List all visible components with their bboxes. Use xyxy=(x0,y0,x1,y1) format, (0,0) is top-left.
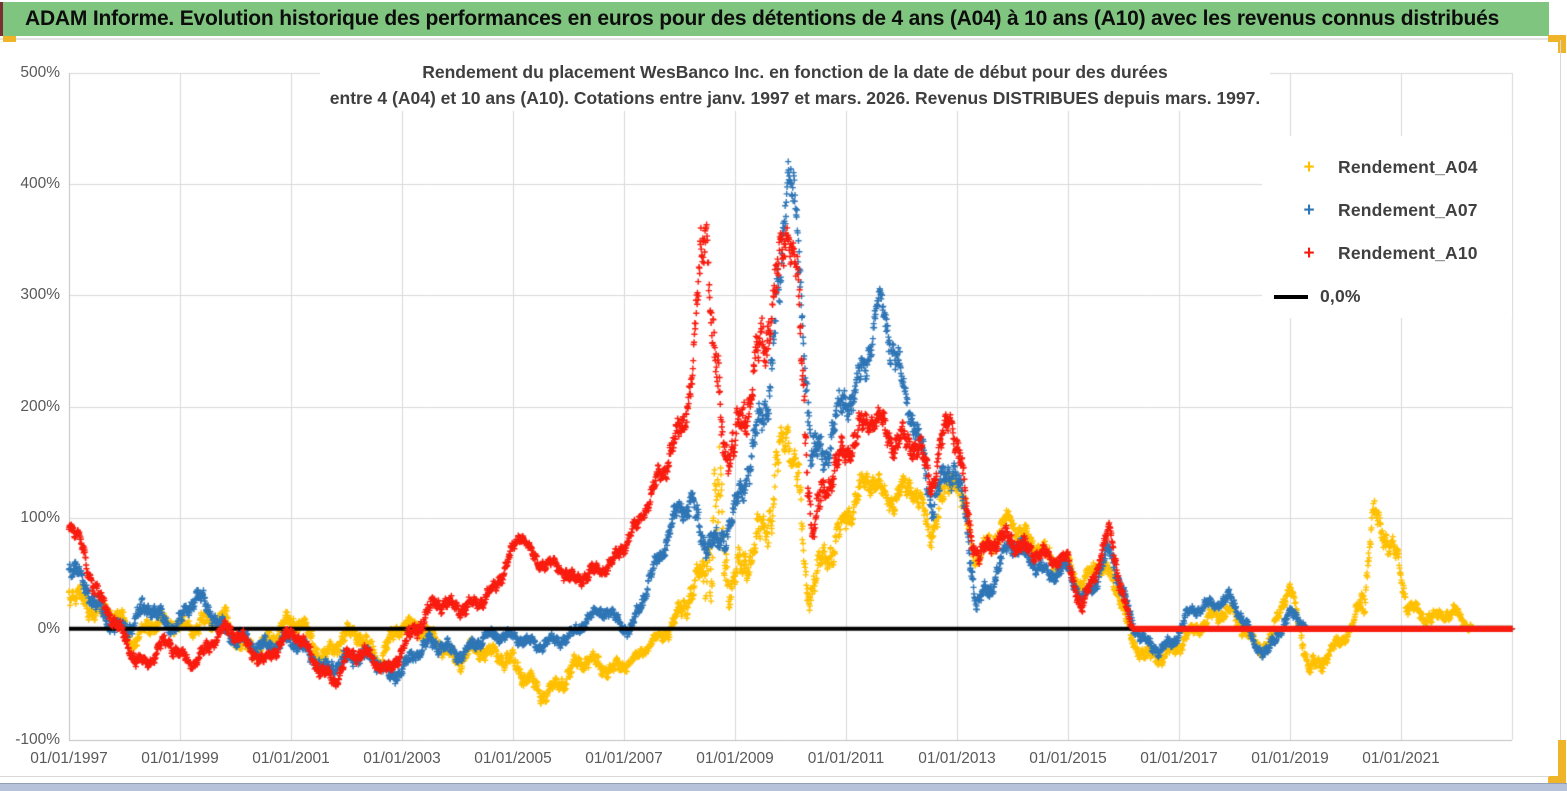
legend-item-rendement-a04[interactable]: + Rendement_A04 xyxy=(1262,146,1512,189)
y-tick-label: 500% xyxy=(20,64,60,81)
legend-item-rendement-a10[interactable]: + Rendement_A10 xyxy=(1262,232,1512,275)
legend-item-rendement-a07[interactable]: + Rendement_A07 xyxy=(1262,189,1512,232)
x-tick-label: 01/01/1999 xyxy=(141,750,219,767)
legend-plus-marker-icon: + xyxy=(1303,200,1315,221)
window-bottom-strip xyxy=(0,783,1567,791)
chart-title-line2: entre 4 (A04) et 10 ans (A10). Cotations… xyxy=(329,88,1261,108)
window-bottom-border xyxy=(0,776,1549,777)
x-tick-label: 01/01/2011 xyxy=(807,750,885,767)
chart-legend: + Rendement_A04 + Rendement_A07 + Rendement_A… xyxy=(1262,136,1512,318)
x-tick-label: 01/01/1997 xyxy=(30,750,108,767)
legend-label: Rendement_A04 xyxy=(1338,157,1478,177)
x-tick-label: 01/01/2001 xyxy=(252,750,330,767)
y-tick-label: 300% xyxy=(20,286,60,304)
y-tick-label: -100% xyxy=(15,731,60,748)
x-tick-label: 01/01/2019 xyxy=(1251,750,1329,767)
x-tick-label: 01/01/2009 xyxy=(696,750,774,767)
yellow-accent-bottom-right-h xyxy=(1548,776,1566,783)
legend-item-0-0-[interactable]: 0,0% xyxy=(1262,275,1512,318)
x-tick-label: 01/01/2017 xyxy=(1140,750,1218,767)
legend-plus-marker-icon: + xyxy=(1303,157,1315,178)
y-tick-label: 100% xyxy=(20,508,60,526)
legend-label: Rendement_A10 xyxy=(1338,243,1478,263)
y-tick-label: 200% xyxy=(20,397,60,415)
chart-title: Rendement du placement WesBanco Inc. en … xyxy=(320,59,1270,111)
x-tick-label: 01/01/2021 xyxy=(1362,750,1440,767)
x-tick-label: 01/01/2003 xyxy=(363,750,441,767)
x-tick-label: 01/01/2013 xyxy=(918,750,996,767)
yellow-accent-top-right xyxy=(1548,35,1566,42)
legend-label: 0,0% xyxy=(1320,286,1361,306)
y-tick-label: 400% xyxy=(20,175,60,193)
legend-plus-marker-icon: + xyxy=(1303,243,1315,264)
yellow-accent-top-left xyxy=(3,36,16,42)
x-tick-label: 01/01/2015 xyxy=(1029,750,1107,767)
x-tick-label: 01/01/2005 xyxy=(474,750,552,767)
chart-title-line1: Rendement du placement WesBanco Inc. en … xyxy=(422,62,1168,82)
legend-line-swatch xyxy=(1274,294,1308,299)
yellow-accent-top-right-v xyxy=(1558,35,1566,53)
window-right-border xyxy=(1560,40,1561,740)
yellow-accent-bottom-right-v xyxy=(1558,740,1566,783)
y-tick-label: 0% xyxy=(37,619,60,637)
x-tick-label: 01/01/2007 xyxy=(585,750,663,767)
legend-label: Rendement_A07 xyxy=(1338,200,1478,220)
